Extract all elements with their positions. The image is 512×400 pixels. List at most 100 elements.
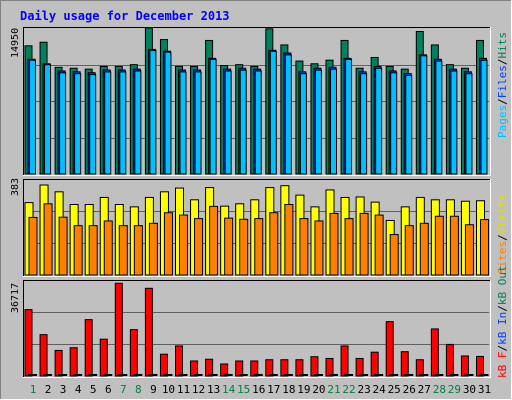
kbf-bar <box>280 359 289 377</box>
legend-sep-3: / <box>496 234 509 241</box>
pages-bar <box>480 59 488 175</box>
pages-bar <box>375 67 383 175</box>
day-label: 6 <box>105 383 112 396</box>
day-group-hits <box>39 41 52 175</box>
kbf-bar <box>54 349 63 377</box>
pages-bar <box>44 64 52 175</box>
day-group-visits <box>265 187 279 276</box>
day-group-hits <box>190 65 202 175</box>
sites-bar <box>133 225 143 276</box>
day-group-hits <box>205 39 217 175</box>
day-group-kbytes <box>220 363 233 377</box>
day-label: 23 <box>357 383 370 396</box>
day-group-hits <box>250 65 262 175</box>
kbf-bar <box>129 329 138 377</box>
day-group-kbytes <box>190 360 203 377</box>
day-group-hits <box>415 30 428 175</box>
pages-bar <box>194 71 202 175</box>
sites-bar <box>103 220 113 276</box>
kbf-bar <box>69 347 78 377</box>
sites-bar <box>314 220 324 276</box>
day-label: 29 <box>448 383 461 396</box>
kbf-bar <box>159 353 168 377</box>
sites-bar <box>148 222 158 276</box>
day-group-kbytes <box>370 351 384 377</box>
pages-bar <box>345 58 353 175</box>
pages-bar <box>29 59 36 175</box>
day-group-hits <box>84 68 97 175</box>
pages-bar <box>134 70 142 175</box>
hits-ymax-label: 14950 <box>10 28 21 58</box>
kbf-bar <box>476 355 484 377</box>
sites-bar <box>449 215 459 276</box>
kbf-bar <box>190 360 199 377</box>
day-group-kbytes <box>265 359 278 377</box>
day-group-visits <box>129 206 143 276</box>
kbf-bar <box>400 351 409 377</box>
legend-visits: Visits <box>496 195 509 235</box>
kbf-bar <box>250 360 259 377</box>
day-group-hits <box>69 67 82 175</box>
day-group-kbytes <box>430 328 444 377</box>
day-label: 15 <box>237 383 250 396</box>
sites-bar <box>344 218 354 276</box>
day-group-kbytes <box>280 359 293 377</box>
sites-bar <box>480 219 489 276</box>
day-group-hits <box>265 28 277 175</box>
x-axis-day-labels: 1 2 3 4 5 6 7 8 9 10 11 12 13 14 15 16 17 18 19 20 21 22 23 24 2… <box>30 383 491 396</box>
pages-bar <box>104 71 112 175</box>
kbf-bar <box>175 345 183 377</box>
legend-hits: Hits <box>496 32 509 59</box>
day-group-kbytes <box>400 351 414 377</box>
day-label: 26 <box>403 383 416 396</box>
kbf-bar <box>235 360 244 377</box>
kbf-bar <box>325 357 334 377</box>
sites-bar <box>163 212 173 276</box>
chart-title: Daily usage for December 2013 <box>20 9 230 23</box>
sites-bar <box>239 218 249 276</box>
day-group-visits <box>280 185 294 276</box>
sites-bar <box>58 216 68 276</box>
day-group-kbytes <box>69 347 83 377</box>
sites-bar <box>209 205 219 276</box>
sites-bar <box>404 225 414 276</box>
day-group-visits <box>159 191 173 276</box>
kbytes-legend: kB F/kB In/kB Out <box>496 265 509 378</box>
day-label: 27 <box>418 383 431 396</box>
kbf-bar <box>114 282 123 377</box>
day-label: 8 <box>135 383 142 396</box>
kbf-bar <box>355 357 364 377</box>
pages-bar <box>239 69 247 175</box>
kbf-bar <box>99 338 108 377</box>
sites-bar <box>43 203 53 276</box>
day-group-hits <box>144 27 157 175</box>
day-group-hits <box>159 39 172 175</box>
pages-bar <box>465 73 473 175</box>
pages-bar <box>119 71 127 175</box>
legend-sep-1: / <box>496 98 509 105</box>
day-group-visits <box>144 196 158 276</box>
day-group-visits <box>235 203 249 276</box>
day-label: 1 <box>30 383 37 396</box>
day-group-kbytes <box>114 282 128 377</box>
day-label: 25 <box>388 383 401 396</box>
day-group-visits <box>54 191 68 276</box>
visits-ymax-label: 383 <box>10 178 21 196</box>
day-group-kbytes <box>295 359 308 377</box>
day-group-visits <box>310 206 324 276</box>
day-label: 3 <box>60 383 67 396</box>
day-group-kbytes <box>205 358 218 377</box>
day-label: 10 <box>162 383 175 396</box>
pages-bar <box>390 72 398 175</box>
day-group-visits <box>445 199 459 276</box>
day-group-visits <box>69 204 83 276</box>
day-group-hits <box>385 65 398 175</box>
day-group-visits <box>370 201 384 276</box>
day-group-kbytes <box>250 360 263 377</box>
pages-bar <box>284 54 292 175</box>
pages-bar <box>299 73 307 175</box>
pages-bar <box>149 49 157 175</box>
sites-bar <box>389 234 399 276</box>
day-group-visits <box>355 196 369 276</box>
